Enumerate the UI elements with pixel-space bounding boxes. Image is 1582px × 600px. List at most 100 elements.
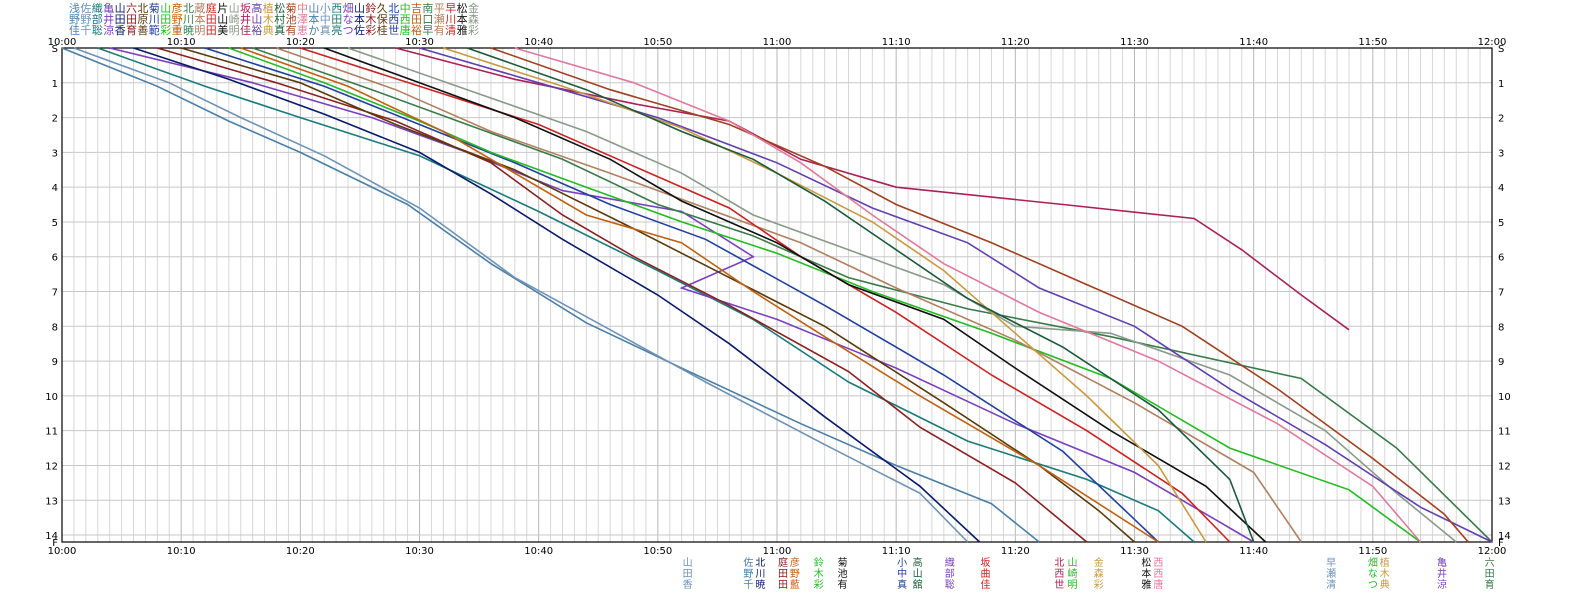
bottom-runner-label: 典	[1380, 578, 1390, 591]
x-tick-label-top: 10:40	[524, 37, 553, 48]
legend-entry-char: 範	[149, 23, 160, 37]
bottom-runner-label: 北	[755, 557, 765, 569]
legend-entry-char: 真	[274, 23, 285, 37]
y-tick-label-right: 2	[1498, 114, 1504, 125]
legend-entry-char: 清	[445, 24, 456, 37]
legend-entry-char: 中	[400, 2, 411, 15]
legend-entry-char: 西	[400, 13, 411, 26]
legend-entry-char: 本	[308, 12, 319, 26]
bottom-runner-label: 鈴	[814, 556, 824, 569]
legend-entry-char: 部	[92, 12, 103, 26]
bottom-runner-label: 世	[1054, 579, 1064, 591]
y-tick-label-left: 11	[45, 427, 58, 438]
bottom-runner-label: 野	[743, 568, 753, 580]
y-tick-label-left: 10	[45, 392, 58, 403]
legend-entry-char: 田	[206, 13, 217, 26]
legend-entry-char: 木	[263, 13, 274, 26]
legend-entry-char: 早	[445, 2, 456, 15]
y-tick-label-left: F	[52, 538, 58, 549]
legend-entry-char: 山	[354, 2, 365, 15]
legend-entry-char: 彩	[365, 24, 376, 37]
legend-entry-char: 山	[308, 2, 319, 15]
bottom-runner-label: 山	[913, 568, 923, 580]
x-tick-label-bottom: 10:50	[643, 546, 672, 557]
legend-entry-char: 真	[320, 23, 331, 37]
y-tick-label-right: 14	[1498, 531, 1511, 542]
legend-entry-char: 彦	[172, 1, 183, 15]
legend-entry-char: 山	[115, 2, 126, 15]
bottom-runner-label: 西	[1054, 569, 1064, 580]
bottom-runner-label: 西	[1153, 558, 1163, 569]
bottom-runner-label: 彩	[814, 579, 824, 591]
legend-entry-char: 本	[194, 12, 205, 26]
legend-entry-char: 森	[468, 12, 479, 26]
legend-entry-char: 善	[137, 23, 148, 37]
bottom-runner-label: 舘	[913, 578, 923, 591]
legend-entry-char: 吉	[411, 2, 422, 15]
legend-entry-char: 田	[411, 13, 422, 26]
legend-entry-char: 瀬	[434, 12, 445, 26]
legend-entry-char: 涼	[103, 23, 114, 37]
x-tick-label-bottom: 12:00	[1478, 546, 1507, 557]
legend-entry-char: つ	[343, 24, 354, 37]
bottom-runner-label: 庭	[778, 556, 788, 569]
legend-entry-char: 野	[69, 13, 80, 26]
y-tick-label-left: 13	[45, 496, 58, 507]
bottom-runner-label: 山	[1068, 557, 1078, 569]
series-lines	[61, 47, 1493, 543]
legend-entry-char: 田	[206, 24, 217, 37]
x-tick-label-bottom: 11:10	[882, 546, 911, 557]
bottom-runner-label: 曲	[981, 568, 991, 580]
y-tick-label-right: 4	[1498, 183, 1504, 194]
y-tick-label-left: 6	[52, 253, 58, 264]
bottom-runner-label: 田	[683, 569, 693, 580]
legend-entry-char: 池	[286, 13, 297, 26]
legend-entry-char: 井	[240, 12, 251, 26]
x-tick-label-bottom: 11:50	[1358, 546, 1387, 557]
legend-entry-char: 北	[183, 2, 194, 15]
x-tick-label-bottom: 10:20	[286, 546, 315, 557]
bottom-runner-label: 松	[1141, 556, 1151, 569]
legend-entry-char: 典	[263, 23, 274, 37]
series-line-1	[61, 47, 1040, 543]
legend-entry-char: 明	[229, 24, 240, 37]
legend-entry-char: 織	[92, 2, 103, 15]
series-line-16	[395, 47, 1350, 331]
x-tick-label-bottom: 10:40	[524, 546, 553, 557]
y-tick-label-right: 10	[1498, 392, 1511, 403]
legend-entry-char: 六	[126, 2, 137, 15]
bottom-runner-label: 亀	[1437, 556, 1447, 569]
legend-entry-char: 聡	[92, 23, 103, 37]
legend-entry-char: 蔵	[194, 2, 205, 15]
legend-entry-char: 野	[172, 13, 183, 26]
legend-entry-char: 松	[457, 1, 468, 15]
x-tick-label-top: 11:30	[1120, 37, 1149, 48]
bottom-runner-label: 聡	[945, 578, 955, 591]
legend-entry-char: 松	[274, 1, 285, 15]
bottom-runner-label: 畑	[1368, 556, 1378, 569]
x-ticks-top: 10:00 10:10 10:20 10:30 10:40 10:50 11:00 11:10…	[48, 37, 1507, 48]
y-tick-label-right: 1	[1498, 79, 1504, 90]
legend-entry-char: 佳	[240, 23, 251, 37]
bottom-runner-label: 育	[1485, 578, 1495, 591]
legend-entry-char: 早	[422, 24, 433, 37]
legend-entry-char: 金	[468, 1, 479, 15]
legend-entry-char: 井	[103, 12, 114, 26]
bottom-runner-label: 涼	[1437, 578, 1447, 591]
y-tick-label-right: 12	[1498, 461, 1511, 472]
y-tick-label-left: 12	[45, 461, 58, 472]
y-tick-label-right: F	[1498, 538, 1504, 549]
legend-entry-char: 育	[126, 23, 137, 37]
legend-entry-char: 田	[115, 13, 126, 26]
legend-entry-char: 有	[434, 23, 445, 37]
bottom-runner-label: 坂	[981, 557, 991, 569]
legend-entry-char: 南	[422, 2, 433, 15]
legend-entry-char: 裕	[251, 24, 262, 37]
legend-entry-char: 鈴	[365, 1, 376, 15]
legend-entry-char: 佳	[69, 23, 80, 37]
bottom-runner-label: 中	[897, 567, 907, 580]
bottom-runner-label: 有	[838, 578, 848, 591]
x-tick-label-top: 10:30	[405, 37, 434, 48]
series-line-14	[323, 47, 1267, 543]
